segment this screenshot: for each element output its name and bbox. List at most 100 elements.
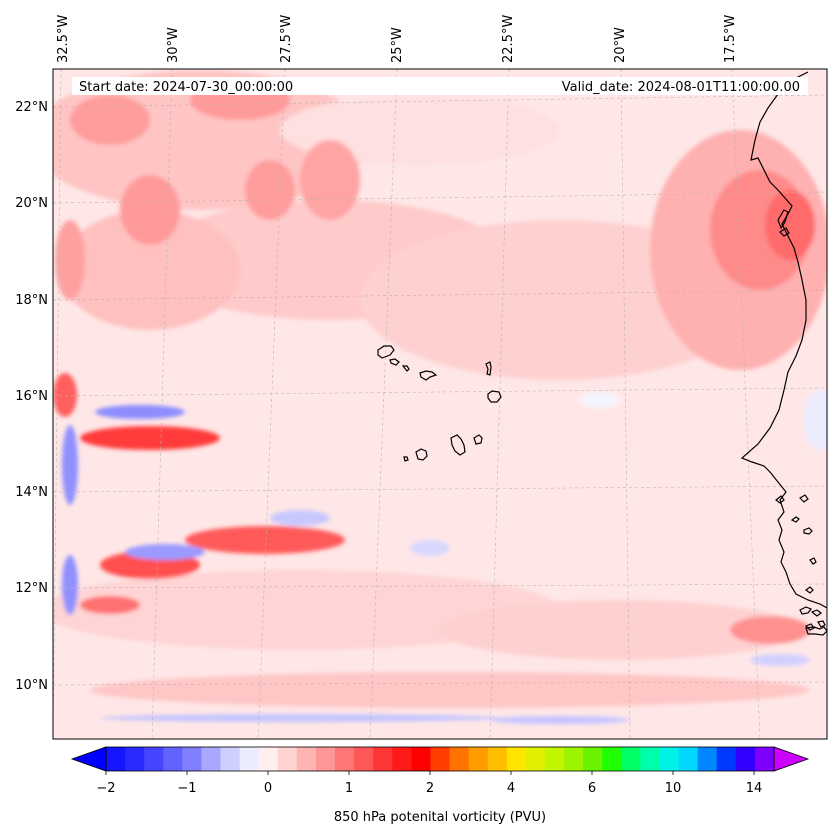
pv-area <box>62 555 78 615</box>
colorbar-title: 850 hPa potenital vorticity (PVU) <box>334 810 546 825</box>
colorbar-cell <box>506 747 527 771</box>
colorbar-cell <box>487 747 508 771</box>
colorbar-tick-label: 4 <box>507 781 515 796</box>
parallel-line <box>53 94 827 108</box>
coastline-banc-arguin <box>777 209 789 230</box>
colorbar-cell <box>354 747 374 771</box>
map-panel: Start date: 2024-07-30_00:00:00 Valid_da… <box>53 69 827 739</box>
pv-area <box>90 672 810 708</box>
pv-area <box>53 570 560 650</box>
colorbar-cell <box>678 747 699 771</box>
pv-area <box>70 95 150 145</box>
island-sao-nicolau <box>419 370 438 381</box>
colorbar-cell <box>564 747 584 771</box>
pv-area <box>410 540 450 556</box>
coastline-islet <box>790 516 800 523</box>
pv-area <box>490 716 630 724</box>
colorbar-cell <box>315 747 336 771</box>
colorbar-cell <box>411 747 431 771</box>
colorbar-cell <box>373 747 393 771</box>
coastline-bissagos <box>804 623 815 631</box>
coastline-bissagos <box>799 606 812 615</box>
colorbar-tick-label: 2 <box>426 781 434 796</box>
coastline-islet <box>809 557 817 565</box>
colorbar-cell <box>602 747 622 771</box>
colorbar-cell <box>449 747 470 771</box>
pv-area <box>95 405 185 419</box>
colorbar-extend-low <box>70 746 107 772</box>
colorbar-cell <box>583 747 603 771</box>
colorbar-cell <box>296 747 317 771</box>
lon-label: 25°W <box>390 27 405 63</box>
pv-area <box>125 544 205 560</box>
parallel-line <box>53 681 827 686</box>
island-boa-vista <box>487 390 502 403</box>
colorbar-cell <box>392 747 412 771</box>
lat-label: 14°N <box>15 485 48 500</box>
lat-label: 20°N <box>15 196 48 211</box>
pv-area <box>80 426 220 450</box>
parallel-line <box>53 387 827 397</box>
colorbar-tick-label: −2 <box>96 781 115 796</box>
coastline-bissagos <box>810 609 822 617</box>
pv-area <box>765 190 815 260</box>
meridian-line <box>151 69 173 739</box>
lat-label: 16°N <box>15 389 48 404</box>
meridian-line <box>257 69 286 739</box>
island-brava <box>403 456 409 462</box>
colorbar-tick-label: 6 <box>588 781 596 796</box>
pv-area <box>60 210 240 330</box>
lon-label: 32.5°W <box>56 15 71 63</box>
pv-field-contours <box>53 70 827 724</box>
colorbar-cell <box>163 747 183 771</box>
map-frame <box>52 68 828 740</box>
pv-area <box>450 400 827 460</box>
lon-label: 27.5°W <box>279 15 294 63</box>
island-sao-vicente <box>389 358 400 366</box>
island-santiago <box>450 434 466 456</box>
pv-area <box>280 95 560 165</box>
pv-area <box>55 220 85 300</box>
date-banner <box>72 77 808 95</box>
colorbar-tick-marks <box>105 771 755 775</box>
colorbar-cell <box>430 747 451 771</box>
coastline-islet <box>779 227 790 237</box>
latitude-labels: 22°N 20°N 18°N 16°N 14°N 12°N 10°N <box>15 100 48 693</box>
pv-area <box>245 160 295 220</box>
island-sal <box>485 361 492 376</box>
colorbar-cell <box>659 747 680 771</box>
colorbar-tick-labels: −2 −1 0 1 2 4 6 10 14 <box>96 781 762 796</box>
meridian-line <box>369 69 398 739</box>
colorbar-cell <box>621 747 641 771</box>
colorbar-cell <box>201 747 222 771</box>
colorbar-cell <box>277 747 298 771</box>
meridian-line <box>731 69 761 739</box>
colorbar-frame <box>105 746 775 772</box>
colorbar-cell <box>468 747 489 771</box>
coastline-bissagos <box>805 626 827 636</box>
lon-label: 30°W <box>166 27 181 63</box>
colorbar-cell <box>106 747 126 771</box>
longitude-labels: 32.5°W 30°W 27.5°W 25°W 22.5°W 20°W 17.5… <box>56 15 738 63</box>
island-maio <box>473 434 483 445</box>
pv-area <box>120 175 180 245</box>
pv-area <box>62 425 78 505</box>
lat-label: 18°N <box>15 293 48 308</box>
colorbar-cells <box>106 747 775 771</box>
colorbar-cell <box>525 747 546 771</box>
parallel-line <box>53 485 827 493</box>
island-fogo <box>415 448 428 461</box>
lon-label: 17.5°W <box>723 15 738 63</box>
graticule <box>53 69 827 739</box>
colorbar-tick-label: 10 <box>665 781 682 796</box>
colorbar-cell <box>144 747 164 771</box>
pv-area <box>300 140 360 220</box>
pv-area <box>730 616 810 644</box>
coastline-islet <box>775 495 785 504</box>
colorbar-tick-label: 14 <box>746 781 763 796</box>
pv-area <box>440 600 800 660</box>
pv-area <box>185 526 345 554</box>
pv-area <box>80 596 140 614</box>
colorbar-tick-label: −1 <box>177 781 196 796</box>
